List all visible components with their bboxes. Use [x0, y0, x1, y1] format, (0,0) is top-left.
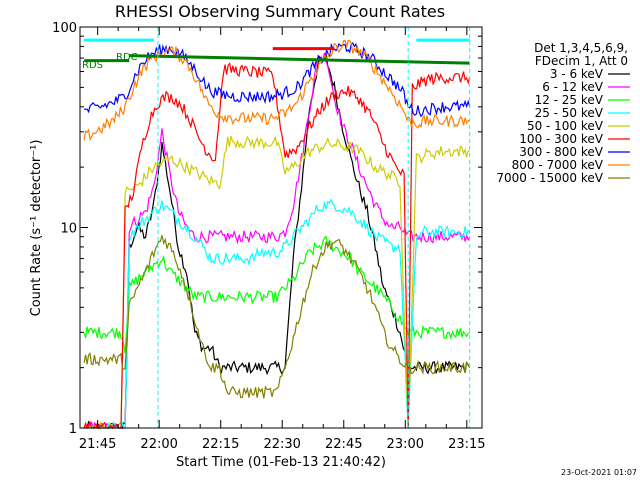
plot-area: RDS RDC	[82, 27, 471, 430]
y-tick-label: 100	[52, 21, 77, 36]
axis-ticks: 21:45 22:00 22:15 22:30 22:45 23:00 23:15 1 10 10…	[52, 21, 485, 452]
x-tick-label: 22:45	[325, 437, 362, 452]
legend-entry-800-7000-kev: 800 - 7000 keV	[512, 158, 604, 172]
series-line-100-300-kev	[83, 62, 471, 430]
x-tick-label: 22:15	[202, 437, 239, 452]
legend-header-line: Det 1,3,4,5,6,9,	[534, 41, 628, 55]
chart-title: RHESSI Observing Summary Count Rates	[115, 2, 445, 21]
x-tick-label: 23:15	[448, 437, 485, 452]
legend-header-line: FDecim 1, Att 0	[535, 54, 628, 68]
legend-entry-50-100-kev: 50 - 100 keV	[527, 119, 604, 133]
series-line-300-800-kev	[84, 42, 471, 118]
legend-entry-7000-15000-kev: 7000 - 15000 keV	[496, 171, 603, 185]
flag-label-rds: RDS	[82, 60, 103, 71]
series-line-50-100-kev	[83, 135, 470, 429]
legend-entry-12-25-kev: 12 - 25 keV	[535, 93, 604, 107]
x-axis-label: Start Time (01-Feb-13 21:40:42)	[176, 455, 386, 470]
x-tick-label: 22:00	[140, 437, 177, 452]
flag-bar-rdc	[129, 54, 470, 65]
flag-label-rdc: RDC	[116, 52, 138, 63]
series-line-800-7000-kev	[83, 39, 470, 142]
legend-entry-3-6-kev: 3 - 6 keV	[550, 67, 604, 81]
x-tick-label: 22:30	[263, 437, 300, 452]
legend: Det 1,3,4,5,6,9,FDecim 1, Att 03 - 6 keV…	[496, 41, 630, 185]
y-tick-label: 1	[69, 422, 77, 437]
legend-entry-25-50-kev: 25 - 50 keV	[535, 106, 604, 120]
legend-entry-6-12-kev: 6 - 12 keV	[542, 80, 604, 94]
y-tick-label: 10	[60, 222, 77, 237]
legend-entry-300-800-kev: 300 - 800 keV	[519, 145, 603, 159]
legend-entry-100-300-kev: 100 - 300 keV	[519, 132, 603, 146]
x-tick-label: 21:45	[79, 437, 116, 452]
date-stamp: 23-Oct-2021 01:07	[561, 468, 637, 477]
y-axis-label: Count Rate (s⁻¹ detector⁻¹)	[29, 140, 44, 317]
x-tick-label: 23:00	[387, 437, 424, 452]
series-line-7000-15000-kev	[83, 235, 471, 399]
